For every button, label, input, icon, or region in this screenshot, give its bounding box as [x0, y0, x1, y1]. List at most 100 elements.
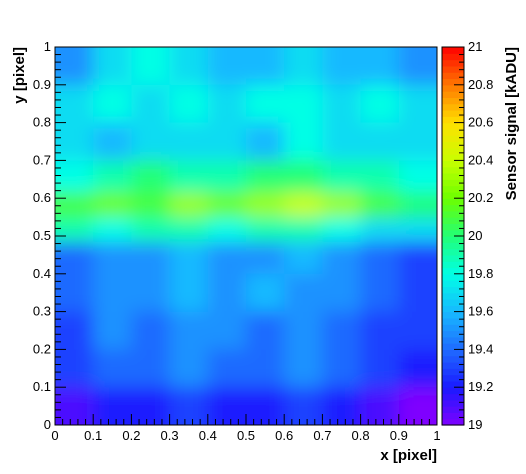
y-tick-label: 0.4 — [33, 266, 51, 281]
colorbar-segment — [442, 317, 464, 325]
colorbar-segment — [442, 110, 464, 117]
heatmap-cell — [398, 387, 437, 425]
colorbar-segment — [442, 191, 464, 199]
colorbar-segment — [442, 330, 464, 338]
heatmap-cell — [246, 192, 286, 219]
heatmap-cell — [169, 241, 209, 275]
heatmap-cell — [55, 311, 95, 351]
colorbar-segment — [442, 311, 464, 319]
heatmap-cell — [246, 47, 286, 86]
y-tick-label: 0.7 — [33, 152, 51, 167]
colorbar-segment — [442, 343, 464, 350]
heatmap-cell — [207, 192, 247, 219]
heatmap-cell — [207, 349, 247, 389]
heatmap-cell — [207, 47, 247, 86]
y-tick-label: 0.1 — [33, 379, 51, 394]
colorbar-segment — [442, 116, 464, 124]
y-tick-label: 0.2 — [33, 341, 51, 356]
heatmap-cell — [284, 84, 324, 124]
x-tick-label: 1 — [433, 428, 440, 443]
x-tick-label: 0.4 — [199, 428, 217, 443]
colorbar-segment — [442, 393, 464, 401]
colorbar-segment — [442, 299, 464, 306]
heatmap-cell — [131, 241, 171, 275]
heatmap-cell — [398, 349, 437, 389]
heatmap-cell — [207, 122, 247, 162]
colorbar-segment — [442, 185, 464, 193]
colorbar-segment — [442, 236, 464, 243]
colorbar-segment — [442, 349, 464, 357]
x-tick-label: 0.2 — [122, 428, 140, 443]
heatmap-cell — [93, 349, 133, 389]
heatmap-cell — [284, 47, 324, 86]
heatmap-cell — [93, 241, 133, 275]
heatmap-cell — [398, 241, 437, 275]
colorbar-tick-label: 20.6 — [468, 115, 493, 130]
heatmap-cell — [360, 311, 400, 351]
heatmap-cell — [284, 273, 324, 313]
heatmap-cell — [360, 387, 400, 425]
x-tick-label: 0.8 — [352, 428, 370, 443]
colorbar-segment — [442, 53, 464, 61]
heatmap-cell — [398, 311, 437, 351]
heatmap-cell — [284, 311, 324, 351]
heatmap-cell — [284, 387, 324, 425]
heatmap-cell — [322, 47, 362, 86]
heatmap-cell — [169, 84, 209, 124]
heatmap-cell — [322, 160, 362, 194]
heatmap-cell — [207, 273, 247, 313]
heatmap-cell — [246, 349, 286, 389]
colorbar-segment — [442, 91, 464, 98]
colorbar-segment — [442, 103, 464, 111]
colorbar-segment — [442, 286, 464, 294]
heatmap-cell — [246, 273, 286, 313]
colorbar-tick-label: 20.2 — [468, 190, 493, 205]
heatmap-cell — [93, 160, 133, 194]
y-tick-label: 1 — [44, 39, 51, 54]
heatmap-cell — [55, 160, 95, 194]
x-tick-label: 0.9 — [390, 428, 408, 443]
colorbar-segment — [442, 65, 464, 73]
heatmap-cell — [322, 387, 362, 425]
colorbar-segment — [442, 324, 464, 332]
heatmap-cell — [360, 273, 400, 313]
heatmap-cell — [55, 122, 95, 162]
colorbar-tick-label: 19.2 — [468, 379, 493, 394]
y-axis: 0 0.1 0.2 0.3 0.4 0.5 0.6 0.7 0.8 0.9 1 — [33, 39, 66, 432]
x-tick-label: 0.6 — [275, 428, 293, 443]
y-tick-label: 0.9 — [33, 77, 51, 92]
colorbar-segment — [442, 412, 464, 420]
heatmap-cell — [169, 311, 209, 351]
colorbar-tick-label: 20.8 — [468, 77, 493, 92]
heatmap-cell — [398, 84, 437, 124]
colorbar-segment — [442, 97, 464, 105]
colorbar-segment — [442, 355, 464, 363]
heatmap-cell — [55, 273, 95, 313]
colorbar-tick-label: 19.8 — [468, 266, 493, 281]
colorbar-segment — [442, 166, 464, 174]
colorbar-segment — [442, 210, 464, 218]
colorbar-segment — [442, 399, 464, 407]
heatmap-cell — [169, 387, 209, 425]
heatmap-cell — [131, 217, 171, 243]
heatmap-cell — [207, 241, 247, 275]
colorbar-segment — [442, 78, 464, 86]
heatmap-cell — [55, 217, 95, 243]
heatmap-cell — [55, 84, 95, 124]
heatmap-cell — [246, 387, 286, 425]
x-tick-label: 0.7 — [313, 428, 331, 443]
colorbar-segment — [442, 280, 464, 287]
colorbar-segment — [442, 147, 464, 155]
colorbar-segment — [442, 305, 464, 313]
heatmap-cell — [169, 273, 209, 313]
heatmap-cell — [93, 387, 133, 425]
colorbar-segment — [442, 72, 464, 80]
colorbar-segment — [442, 135, 464, 143]
x-tick-label: 0.5 — [237, 428, 255, 443]
colorbar-segment — [442, 273, 464, 281]
heatmap-cell — [131, 273, 171, 313]
x-axis: 0 0.1 0.2 0.3 0.4 0.5 0.6 0.7 0.8 0.9 1 — [51, 414, 441, 443]
colorbar-segment — [442, 204, 464, 212]
heatmap-cell — [169, 349, 209, 389]
